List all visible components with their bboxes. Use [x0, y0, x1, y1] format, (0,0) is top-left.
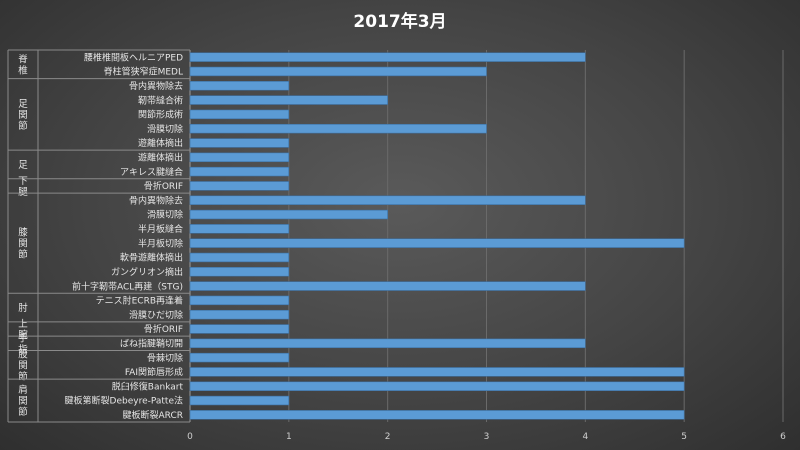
bar [189, 152, 290, 163]
group-label: 股関節 [18, 349, 28, 382]
bar [189, 338, 586, 349]
bar [189, 209, 388, 220]
category-label: 遊離体摘出 [138, 137, 183, 149]
category-label: アキレス腱縫合 [120, 166, 183, 178]
group-label: 肩関節 [18, 384, 28, 418]
x-tick-label: 4 [582, 432, 588, 442]
category-label: 遊離体摘出 [138, 152, 183, 164]
bar [189, 195, 586, 205]
category-label: 脱臼修復Bankart [112, 380, 184, 392]
bar [189, 95, 388, 105]
category-label: テニス肘ECRB再逢着 [96, 295, 183, 307]
bar [189, 52, 586, 62]
chart-title: 2017年3月 [353, 11, 446, 32]
category-label: 脊柱管狭窄症MEDL [104, 66, 183, 78]
bar [189, 295, 290, 306]
category-label: 腱板第断裂Debeyre-Patte法 [65, 395, 183, 407]
bar [189, 138, 290, 148]
x-tick-label: 5 [681, 432, 687, 442]
group-label: 上腕 [18, 319, 28, 341]
x-tick-label: 2 [385, 432, 391, 442]
bar [189, 267, 290, 277]
category-label: FAI関節唇形成 [125, 366, 183, 378]
bar [189, 181, 290, 191]
category-label: 骨内異物除去 [129, 194, 183, 206]
bar [189, 109, 290, 120]
bar [189, 281, 586, 291]
group-label: 足 [18, 160, 28, 171]
category-label: 滑膜ひだ切除 [129, 309, 183, 321]
bar [189, 81, 290, 91]
group-label: 肘 [18, 302, 28, 314]
group-label: 脊椎 [18, 53, 28, 76]
category-label: 関節形成術 [138, 109, 183, 121]
bar [189, 395, 290, 406]
bar [189, 66, 487, 77]
x-tick-label: 0 [187, 432, 193, 442]
x-tick-label: 3 [484, 432, 490, 442]
bar [189, 367, 685, 377]
category-label: ばね指腱鞘切開 [120, 338, 183, 350]
group-label: 下腿 [18, 176, 28, 198]
category-label: 前十字靭帯ACL再建（STG) [72, 280, 183, 292]
bar [189, 166, 290, 177]
group-label: 膝関節 [18, 227, 28, 261]
category-label: ガングリオン摘出 [111, 266, 183, 278]
category-label: 半月板縫合 [138, 223, 183, 235]
bar [189, 309, 290, 320]
bar [189, 252, 290, 263]
category-label: 骨折ORIF [144, 180, 183, 192]
category-label: 骨内異物除去 [129, 80, 183, 92]
bar [189, 224, 290, 234]
category-label: 腰椎椎間板ヘルニアPED [84, 51, 183, 63]
bar [189, 123, 487, 134]
category-label: 半月板切除 [138, 237, 183, 249]
group-label: 手指 [18, 332, 28, 355]
x-tick-label: 6 [780, 432, 786, 442]
group-label: 足関節 [18, 99, 28, 132]
bar [189, 324, 290, 334]
x-tick-label: 1 [286, 432, 292, 442]
category-label: 軟骨遊離体摘出 [120, 252, 183, 264]
bar [189, 352, 290, 363]
category-label: 滑膜切除 [147, 209, 183, 221]
bar [189, 238, 685, 248]
bar [189, 410, 685, 420]
category-label: 骨折ORIF [144, 323, 183, 335]
category-label: 靭帯縫合術 [138, 94, 183, 106]
category-label: 腱板断裂ARCR [123, 409, 184, 421]
category-label: 滑膜切除 [147, 123, 183, 135]
bar [189, 381, 685, 391]
category-label: 骨棘切除 [147, 352, 183, 364]
